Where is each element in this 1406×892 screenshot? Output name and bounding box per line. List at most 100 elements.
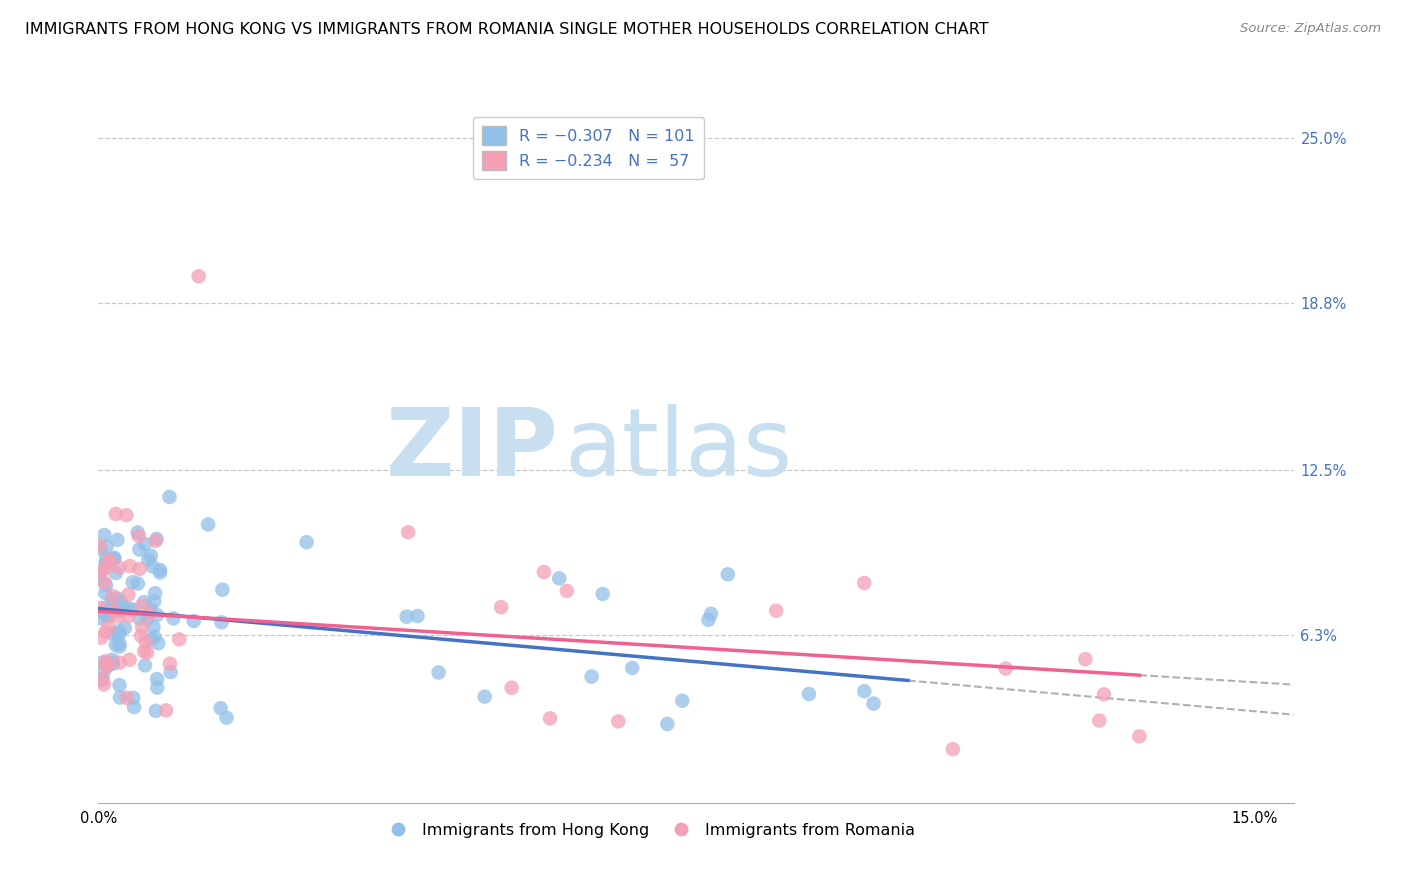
Point <box>98 553 121 567</box>
Point <box>97 619 120 633</box>
Point <box>765 604 787 618</box>
Point <box>396 525 419 540</box>
Point <box>1128 729 1150 743</box>
Point <box>134 537 156 551</box>
Point <box>148 636 170 650</box>
Point <box>141 632 163 647</box>
Point <box>103 550 125 565</box>
Point <box>122 700 145 714</box>
Point <box>149 563 172 577</box>
Point <box>103 604 125 618</box>
Point <box>94 551 117 566</box>
Point <box>89 566 111 580</box>
Point <box>145 704 167 718</box>
Point <box>853 576 876 591</box>
Point <box>994 661 1017 675</box>
Point <box>146 681 169 695</box>
Point <box>90 565 112 579</box>
Point <box>159 665 181 680</box>
Point <box>118 559 141 574</box>
Point <box>122 690 145 705</box>
Point <box>143 594 166 608</box>
Point <box>145 532 167 546</box>
Point <box>97 659 120 673</box>
Point <box>87 571 110 585</box>
Point <box>149 566 172 580</box>
Point <box>107 591 129 606</box>
Point <box>533 565 555 579</box>
Point <box>145 533 167 548</box>
Point <box>127 525 149 540</box>
Point <box>797 687 820 701</box>
Point <box>131 599 153 613</box>
Point <box>107 533 129 547</box>
Point <box>98 555 121 569</box>
Point <box>592 587 614 601</box>
Point <box>1092 687 1115 701</box>
Point <box>94 557 117 571</box>
Point <box>101 657 124 671</box>
Point <box>942 742 965 756</box>
Point <box>89 611 111 625</box>
Point <box>209 701 232 715</box>
Point <box>115 690 138 705</box>
Point <box>489 600 512 615</box>
Point <box>118 608 141 623</box>
Point <box>107 609 129 624</box>
Point <box>108 628 131 642</box>
Point <box>108 640 131 654</box>
Point <box>104 605 127 619</box>
Point <box>118 653 141 667</box>
Point <box>117 587 139 601</box>
Point <box>395 609 418 624</box>
Point <box>427 665 450 680</box>
Point <box>657 717 679 731</box>
Point <box>143 586 166 600</box>
Text: atlas: atlas <box>565 404 793 497</box>
Point <box>146 607 169 622</box>
Point <box>90 631 112 645</box>
Point <box>108 690 131 705</box>
Point <box>96 658 118 673</box>
Point <box>136 646 159 660</box>
Text: IMMIGRANTS FROM HONG KONG VS IMMIGRANTS FROM ROMANIA SINGLE MOTHER HOUSEHOLDS CO: IMMIGRANTS FROM HONG KONG VS IMMIGRANTS … <box>25 22 988 37</box>
Point <box>93 677 115 691</box>
Point <box>607 714 630 729</box>
Point <box>136 552 159 566</box>
Legend: Immigrants from Hong Kong, Immigrants from Romania: Immigrants from Hong Kong, Immigrants fr… <box>375 816 921 844</box>
Point <box>141 559 163 574</box>
Point <box>121 603 143 617</box>
Point <box>101 653 124 667</box>
Point <box>104 638 127 652</box>
Point <box>108 624 131 639</box>
Point <box>474 690 496 704</box>
Point <box>96 600 118 615</box>
Point <box>111 602 134 616</box>
Point <box>108 656 131 670</box>
Point <box>128 529 150 543</box>
Point <box>121 575 143 590</box>
Point <box>91 672 114 686</box>
Point <box>211 615 233 630</box>
Point <box>103 627 125 641</box>
Point <box>136 612 159 626</box>
Point <box>139 607 162 621</box>
Point <box>215 711 238 725</box>
Point <box>91 656 114 670</box>
Point <box>96 609 118 624</box>
Point <box>101 591 124 606</box>
Point <box>93 575 115 590</box>
Point <box>671 694 693 708</box>
Point <box>1074 652 1097 666</box>
Point <box>139 602 162 616</box>
Point <box>501 681 523 695</box>
Point <box>131 620 153 634</box>
Point <box>101 657 124 671</box>
Text: ZIP: ZIP <box>385 404 558 497</box>
Point <box>117 600 139 615</box>
Point <box>1088 714 1111 728</box>
Point <box>103 551 125 566</box>
Point <box>155 703 177 717</box>
Point <box>406 609 429 624</box>
Point <box>108 637 131 651</box>
